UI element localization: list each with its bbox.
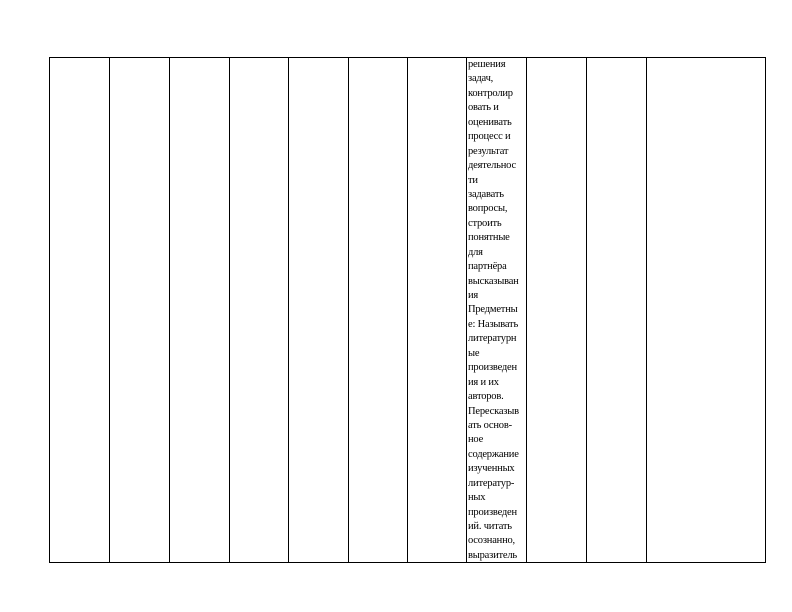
- cell-line: содержание: [468, 448, 519, 460]
- cell-line: произведен: [468, 362, 517, 374]
- cell-line: литературн: [468, 333, 517, 345]
- table-cell-text: решения задач, контролир овать и оценивать пр…: [468, 58, 528, 563]
- cell-line: изученных: [468, 463, 515, 475]
- column-divider: [466, 58, 467, 562]
- cell-line: ное: [468, 434, 484, 446]
- cell-line: авторов.: [468, 391, 504, 403]
- cell-line: деятельнос: [468, 160, 516, 172]
- cell-line: овать и: [468, 102, 499, 114]
- cell-line: ти: [468, 174, 478, 186]
- cell-line: задач,: [468, 73, 494, 85]
- column-divider: [109, 58, 110, 562]
- cell-line: оценивать: [468, 116, 512, 128]
- cell-line: результат: [468, 145, 509, 157]
- cell-line: Предметны: [468, 304, 518, 316]
- cell-line: партнёра: [468, 261, 507, 273]
- cell-line: ать основ-: [468, 419, 512, 431]
- cell-line: контролир: [468, 87, 513, 99]
- cell-line: е: Называть: [468, 318, 519, 330]
- column-divider: [288, 58, 289, 562]
- cell-line: ые: [468, 347, 480, 359]
- column-divider: [229, 58, 230, 562]
- cell-line: ия: [468, 290, 479, 301]
- column-divider: [348, 58, 349, 562]
- cell-line: решения: [468, 59, 506, 70]
- document-table: решения задач, контролир овать и оценивать пр…: [49, 57, 766, 563]
- cell-line: высказыван: [468, 275, 519, 287]
- cell-line: для: [468, 246, 483, 258]
- cell-line: понятные: [468, 232, 510, 244]
- cell-line: осознанно,: [468, 535, 515, 547]
- cell-line: задавать: [468, 188, 504, 200]
- column-divider: [169, 58, 170, 562]
- cell-line: ных: [468, 492, 486, 504]
- column-divider: [526, 58, 527, 562]
- cell-line: выразитель: [468, 549, 517, 561]
- cell-line: ий. читать: [468, 521, 512, 532]
- cell-line: Пересказыв: [468, 405, 519, 417]
- column-divider: [407, 58, 408, 562]
- cell-line: процесс и: [468, 131, 511, 143]
- column-divider: [646, 58, 647, 562]
- cell-line: ия и их: [468, 376, 499, 388]
- cell-line: литератур-: [468, 477, 515, 489]
- cell-line: строить: [468, 217, 502, 229]
- cell-line: вопросы,: [468, 203, 508, 215]
- cell-line: произведен: [468, 506, 517, 518]
- column-divider: [586, 58, 587, 562]
